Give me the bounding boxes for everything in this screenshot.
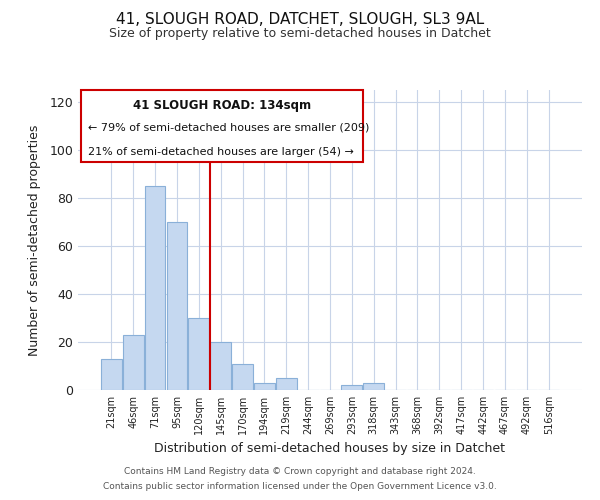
Bar [341, 385, 362, 390]
Text: Size of property relative to semi-detached houses in Datchet: Size of property relative to semi-detach… [109, 28, 491, 40]
X-axis label: Distribution of semi-detached houses by size in Datchet: Distribution of semi-detached houses by … [155, 442, 505, 456]
Text: ← 79% of semi-detached houses are smaller (209): ← 79% of semi-detached houses are smalle… [88, 123, 370, 133]
Bar [276, 378, 296, 390]
Text: 41, SLOUGH ROAD, DATCHET, SLOUGH, SL3 9AL: 41, SLOUGH ROAD, DATCHET, SLOUGH, SL3 9A… [116, 12, 484, 28]
Y-axis label: Number of semi-detached properties: Number of semi-detached properties [28, 124, 41, 356]
Bar [167, 222, 187, 390]
Bar [123, 335, 143, 390]
Bar [188, 318, 209, 390]
Text: 21% of semi-detached houses are larger (54) →: 21% of semi-detached houses are larger (… [88, 147, 354, 157]
Bar [101, 359, 122, 390]
Bar [232, 364, 253, 390]
Bar [364, 383, 384, 390]
Text: 41 SLOUGH ROAD: 134sqm: 41 SLOUGH ROAD: 134sqm [133, 99, 311, 112]
Bar [145, 186, 166, 390]
Text: Contains HM Land Registry data © Crown copyright and database right 2024.: Contains HM Land Registry data © Crown c… [124, 467, 476, 476]
Text: Contains public sector information licensed under the Open Government Licence v3: Contains public sector information licen… [103, 482, 497, 491]
Bar [254, 383, 275, 390]
FancyBboxPatch shape [80, 90, 363, 162]
Bar [210, 342, 231, 390]
